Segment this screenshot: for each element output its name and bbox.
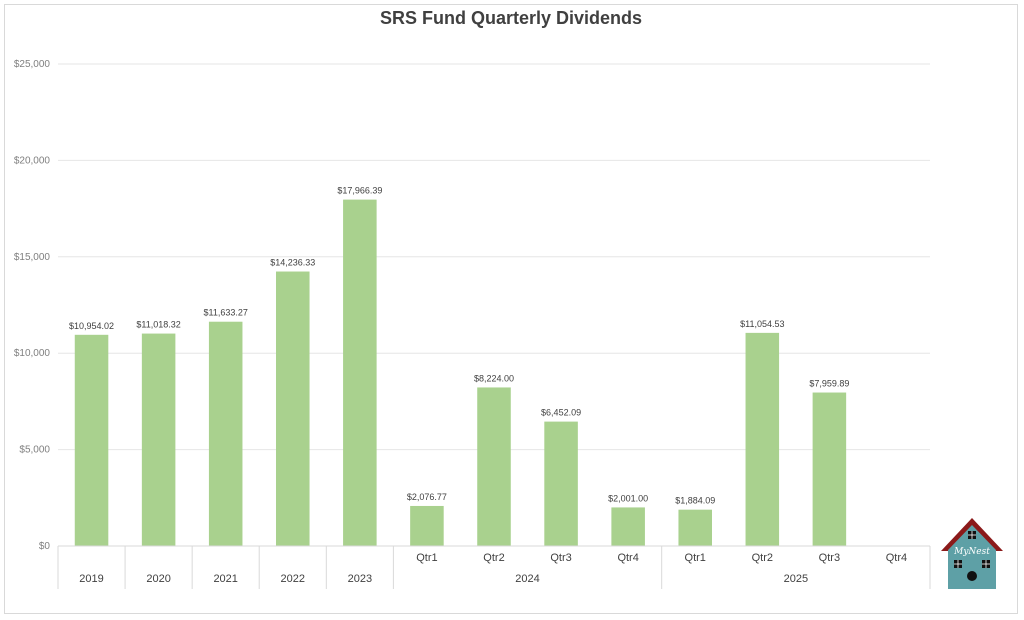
bar	[276, 271, 310, 546]
x-tick-label: Qtr2	[483, 552, 504, 564]
y-tick-label: $20,000	[14, 155, 51, 166]
x-tick-label: Qtr1	[685, 552, 706, 564]
x-tick-label: Qtr4	[617, 552, 638, 564]
gridlines	[58, 63, 930, 451]
y-tick-label: $10,000	[14, 348, 51, 359]
x-tick-label: 2023	[348, 573, 372, 585]
y-tick-label: $0	[39, 541, 51, 552]
logo-text: MyNest	[953, 547, 990, 557]
x-tick-label: 2019	[79, 573, 103, 585]
bar	[745, 332, 780, 546]
data-label: $11,054.53	[740, 319, 784, 329]
bar	[410, 505, 444, 546]
data-labels: $10,954.02 $11,018.32 $11,633.27 $14,236.33…	[69, 186, 849, 506]
x-tick-label: Qtr4	[886, 552, 907, 564]
bar	[343, 199, 377, 546]
data-label: $2,076.77	[407, 492, 447, 502]
y-tick-label: $15,000	[14, 252, 51, 263]
bar	[74, 334, 109, 546]
data-label: $1,884.09	[675, 496, 715, 506]
mynest-birdhouse-logo: MyNest	[941, 518, 1003, 589]
x-group-label: 2025	[784, 573, 808, 585]
bar	[812, 392, 847, 546]
x-tick-label: 2021	[213, 573, 237, 585]
y-tick-label: $5,000	[19, 445, 50, 456]
bar	[141, 333, 176, 546]
bar	[611, 507, 645, 546]
data-label: $2,001.00	[608, 493, 648, 503]
data-label: $10,954.02	[69, 321, 114, 331]
logo-house	[948, 525, 996, 589]
x-tick-label: 2022	[281, 573, 305, 585]
window-icon	[982, 560, 990, 568]
window-icon	[954, 560, 962, 568]
bar	[208, 321, 243, 546]
y-axis-ticks: $0 $5,000 $10,000 $15,000 $20,000 $25,000	[14, 59, 51, 552]
data-label: $7,959.89	[809, 379, 849, 389]
x-tick-label: Qtr3	[819, 552, 840, 564]
x-tick-label: Qtr1	[416, 552, 437, 564]
bar	[678, 509, 712, 546]
window-icon	[968, 531, 976, 539]
bar	[477, 387, 511, 546]
data-label: $11,633.27	[203, 308, 247, 318]
x-group-label: 2024	[515, 573, 539, 585]
data-label: $6,452.09	[541, 408, 581, 418]
y-tick-label: $25,000	[14, 59, 51, 70]
data-label: $11,018.32	[136, 320, 180, 330]
bars	[74, 199, 847, 546]
x-tick-label: Qtr2	[752, 552, 773, 564]
data-label: $14,236.33	[270, 258, 315, 268]
x-axis: 2019 2020 2021 2022 2023 Qtr1 Qtr2 Qtr3 Qtr4 Qtr1…	[57, 545, 931, 589]
chart-title: SRS Fund Quarterly Dividends	[380, 8, 642, 28]
bar	[544, 421, 578, 546]
birdhouse-hole-icon	[967, 571, 977, 581]
data-label: $8,224.00	[474, 373, 514, 383]
x-tick-label: 2020	[146, 573, 170, 585]
x-tick-label: Qtr3	[550, 552, 571, 564]
data-label: $17,966.39	[337, 186, 382, 196]
